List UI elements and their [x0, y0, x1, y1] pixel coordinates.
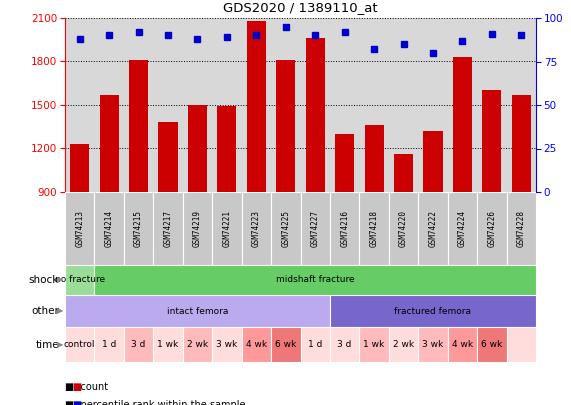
Text: GSM74219: GSM74219 — [193, 210, 202, 247]
Text: 1 d: 1 d — [308, 340, 323, 349]
Text: GSM74221: GSM74221 — [223, 210, 231, 247]
Bar — [448, 192, 477, 265]
Bar — [300, 192, 330, 265]
Text: GSM74222: GSM74222 — [428, 210, 437, 247]
Text: shock: shock — [29, 275, 59, 285]
Bar — [359, 192, 389, 265]
Bar — [153, 327, 183, 362]
Bar — [124, 192, 153, 265]
Bar — [477, 327, 506, 362]
Text: GSM74220: GSM74220 — [399, 210, 408, 247]
Text: 1 d: 1 d — [102, 340, 116, 349]
Text: GSM74218: GSM74218 — [369, 210, 379, 247]
Bar — [300, 327, 330, 362]
Text: 6 wk: 6 wk — [275, 340, 296, 349]
Bar — [99, 95, 119, 192]
Bar — [94, 327, 124, 362]
Text: ■  percentile rank within the sample: ■ percentile rank within the sample — [65, 401, 246, 405]
Bar — [218, 107, 236, 192]
Bar — [247, 21, 266, 192]
Bar — [242, 327, 271, 362]
Bar — [65, 192, 94, 265]
Text: GSM74227: GSM74227 — [311, 210, 320, 247]
Bar — [453, 57, 472, 192]
Text: GSM74223: GSM74223 — [252, 210, 261, 247]
Bar — [70, 144, 89, 192]
Text: 3 d: 3 d — [337, 340, 352, 349]
Text: 3 wk: 3 wk — [216, 340, 238, 349]
Bar — [482, 90, 501, 192]
Text: ▶: ▶ — [57, 307, 63, 315]
Bar — [359, 327, 389, 362]
Text: ▶: ▶ — [57, 275, 63, 284]
Bar — [477, 192, 506, 265]
Bar — [188, 105, 207, 192]
Text: fractured femora: fractured femora — [395, 307, 472, 315]
Bar — [506, 192, 536, 265]
Bar — [330, 327, 359, 362]
Bar — [94, 192, 124, 265]
Text: other: other — [31, 306, 59, 316]
Bar — [448, 327, 477, 362]
Text: GSM74215: GSM74215 — [134, 210, 143, 247]
Text: no fracture: no fracture — [55, 275, 105, 284]
Bar — [65, 327, 94, 362]
Text: GSM74226: GSM74226 — [487, 210, 496, 247]
Bar — [183, 192, 212, 265]
Text: GSM74214: GSM74214 — [104, 210, 114, 247]
Bar — [512, 95, 531, 192]
Text: intact femora: intact femora — [167, 307, 228, 315]
Bar — [364, 125, 384, 192]
Bar — [183, 327, 212, 362]
Text: GSM74216: GSM74216 — [340, 210, 349, 247]
Bar — [418, 192, 448, 265]
Text: GDS2020 / 1389110_at: GDS2020 / 1389110_at — [223, 1, 378, 14]
Bar — [153, 192, 183, 265]
Bar — [389, 327, 418, 362]
Text: 3 d: 3 d — [131, 340, 146, 349]
Text: time: time — [35, 339, 59, 350]
Text: ■: ■ — [72, 382, 81, 392]
Bar — [305, 38, 325, 192]
Text: 6 wk: 6 wk — [481, 340, 502, 349]
Bar — [242, 192, 271, 265]
Bar — [330, 192, 359, 265]
Bar — [418, 327, 448, 362]
Text: control: control — [64, 340, 95, 349]
Text: ■: ■ — [72, 401, 81, 405]
Text: GSM74213: GSM74213 — [75, 210, 84, 247]
Bar — [506, 327, 536, 362]
Bar — [271, 192, 300, 265]
Bar — [330, 295, 536, 327]
Bar — [159, 122, 178, 192]
Bar — [394, 154, 413, 192]
Text: 2 wk: 2 wk — [393, 340, 414, 349]
Text: 1 wk: 1 wk — [364, 340, 385, 349]
Text: midshaft fracture: midshaft fracture — [276, 275, 355, 284]
Text: 4 wk: 4 wk — [246, 340, 267, 349]
Bar — [65, 295, 330, 327]
Bar — [389, 192, 418, 265]
Bar — [271, 327, 300, 362]
Bar — [124, 327, 153, 362]
Text: ■  count: ■ count — [65, 382, 108, 392]
Bar — [65, 265, 94, 295]
Bar — [212, 192, 242, 265]
Text: 2 wk: 2 wk — [187, 340, 208, 349]
Text: GSM74224: GSM74224 — [458, 210, 467, 247]
Bar — [129, 60, 148, 192]
Text: 1 wk: 1 wk — [158, 340, 179, 349]
Text: GSM74228: GSM74228 — [517, 210, 526, 247]
Text: GSM74225: GSM74225 — [282, 210, 290, 247]
Text: GSM74217: GSM74217 — [163, 210, 172, 247]
Text: 3 wk: 3 wk — [423, 340, 444, 349]
Bar — [212, 327, 242, 362]
Bar — [335, 134, 354, 192]
Bar — [424, 131, 443, 192]
Bar — [276, 60, 295, 192]
Text: ▶: ▶ — [57, 340, 63, 349]
Text: 4 wk: 4 wk — [452, 340, 473, 349]
